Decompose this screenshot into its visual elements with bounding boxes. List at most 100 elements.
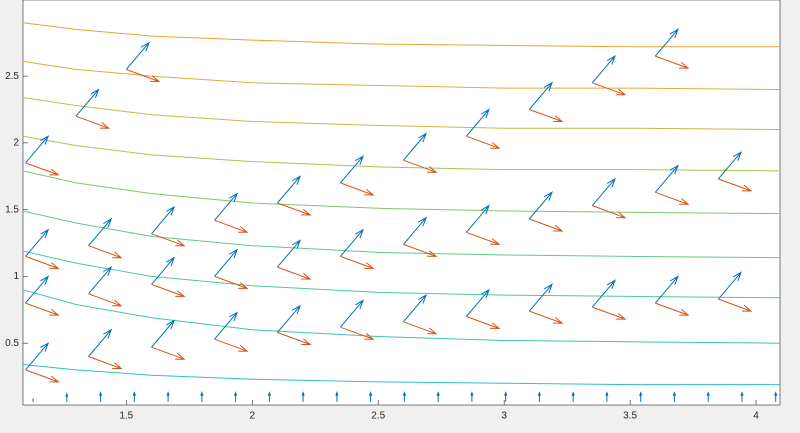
arrow [466,108,490,137]
contour-line [22,60,781,90]
arrow [591,54,616,84]
arrow [151,283,186,297]
arrow [654,28,679,57]
arrow [214,275,249,289]
arrow [340,326,375,340]
arrow [25,255,60,269]
arrow [466,288,490,317]
arrow [214,192,239,221]
arrow [25,275,50,304]
arrow [592,306,627,320]
x-tick-label: 2 [249,411,255,422]
contour-line [22,289,781,344]
arrow [466,204,490,233]
y-tick-label: 1 [13,271,19,282]
arrow [340,255,375,269]
contour-line [22,135,781,172]
arrow [403,132,428,161]
y-tick-label: 0.5 [5,338,19,349]
arrow [340,182,375,196]
arrow [25,302,60,316]
arrow [88,293,123,307]
arrow [88,217,113,247]
arrow [528,283,553,312]
arrow [403,243,438,257]
arrow [654,164,679,193]
arrow [214,248,239,277]
contour-line [22,210,781,259]
arrow [151,319,176,348]
arrow [654,275,679,304]
arrow [335,391,339,402]
arrow [706,391,710,402]
arrow [591,279,616,308]
arrow [774,391,778,402]
arrow [166,391,170,402]
arrow [571,391,575,402]
arrow [125,41,150,70]
arrow [151,233,186,247]
arrow [340,299,365,328]
arrow [151,205,176,235]
x-tick-label: 4 [753,411,759,422]
arrow [592,205,627,219]
arrow [403,159,438,173]
arrow [88,265,113,295]
arrow [436,391,440,402]
arrow [402,391,406,402]
arrow [529,310,564,324]
contour-line [22,97,781,130]
arrow [403,216,428,245]
arrow [301,391,305,402]
arrow [277,304,302,333]
arrow [277,239,302,268]
arrow [214,311,239,340]
arrow [214,338,249,352]
arrow [151,346,186,360]
arrow [466,231,501,245]
arrow [25,228,50,257]
arrow [504,391,508,402]
arrow [25,162,60,176]
arrow [403,293,428,323]
y-tick-label: 2.5 [5,71,19,82]
arrow [200,391,204,402]
arrow [655,55,690,69]
arrow [277,202,312,216]
arrow [99,391,103,402]
arrow [234,391,238,402]
arrow [605,391,609,402]
arrow [132,391,136,402]
arrow [591,177,616,206]
arrow [277,332,312,345]
arrow [529,218,564,232]
arrow [32,397,34,402]
x-tick-label: 3.5 [623,411,637,422]
arrow [267,391,271,402]
arrow [529,109,564,122]
arrow [126,68,161,83]
arrow [75,88,100,117]
arrow [672,391,677,402]
arrow [277,175,302,204]
arrow [151,256,176,285]
arrow [537,391,541,402]
arrow [340,155,365,184]
axes-box [22,0,781,406]
arrow [592,82,627,96]
arrow [470,391,474,402]
arrow [740,391,744,402]
x-tick-label: 2.5 [371,411,385,422]
arrow [528,81,553,110]
arrow [369,391,373,402]
arrow [466,135,501,149]
arrow [277,266,312,280]
arrow [88,245,123,259]
arrow [25,369,60,383]
arrow [655,191,690,205]
arrow [88,356,123,369]
contour-line [22,22,780,48]
arrow [75,115,111,129]
arrow [214,219,249,233]
